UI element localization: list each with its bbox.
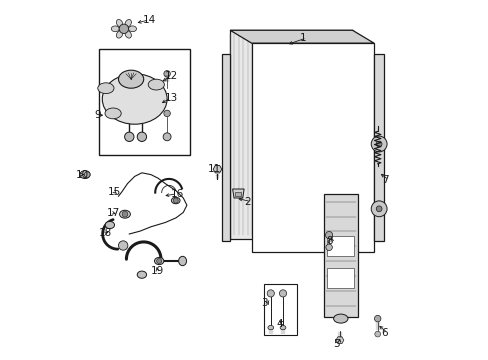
- Bar: [264, 284, 296, 335]
- Ellipse shape: [105, 108, 121, 119]
- Circle shape: [375, 141, 381, 147]
- Ellipse shape: [80, 171, 90, 179]
- Text: 8: 8: [325, 236, 332, 246]
- Text: 16: 16: [170, 189, 183, 199]
- Circle shape: [325, 231, 332, 239]
- Polygon shape: [335, 337, 343, 344]
- Circle shape: [325, 244, 332, 251]
- Circle shape: [375, 206, 381, 212]
- Text: 17: 17: [107, 208, 120, 218]
- Circle shape: [370, 136, 386, 152]
- Bar: [326, 236, 354, 256]
- Circle shape: [163, 133, 171, 141]
- Circle shape: [266, 290, 274, 297]
- Ellipse shape: [125, 31, 131, 38]
- Text: 9: 9: [94, 110, 101, 120]
- Ellipse shape: [116, 19, 122, 27]
- Text: 3: 3: [261, 298, 267, 308]
- Text: 19: 19: [151, 266, 164, 276]
- Text: 12: 12: [164, 71, 178, 81]
- Text: 10: 10: [76, 170, 89, 180]
- Text: 11: 11: [207, 164, 220, 174]
- Text: 15: 15: [107, 186, 121, 197]
- Circle shape: [370, 201, 386, 217]
- Text: 1: 1: [300, 33, 306, 43]
- Bar: [323, 194, 357, 317]
- Bar: [99, 49, 190, 155]
- Circle shape: [124, 132, 134, 141]
- Circle shape: [122, 211, 127, 217]
- Ellipse shape: [102, 74, 167, 124]
- Text: 4: 4: [276, 319, 283, 329]
- Polygon shape: [230, 30, 373, 43]
- Ellipse shape: [280, 325, 285, 330]
- Text: 6: 6: [381, 328, 387, 338]
- Text: 18: 18: [99, 228, 112, 238]
- Ellipse shape: [178, 256, 186, 266]
- Polygon shape: [251, 43, 373, 252]
- Circle shape: [84, 172, 90, 177]
- Ellipse shape: [125, 19, 131, 27]
- Ellipse shape: [148, 79, 164, 90]
- Polygon shape: [230, 30, 352, 239]
- Ellipse shape: [118, 70, 143, 88]
- Polygon shape: [232, 189, 244, 198]
- Ellipse shape: [128, 26, 136, 32]
- Circle shape: [163, 71, 170, 77]
- Ellipse shape: [154, 257, 163, 265]
- Text: 2: 2: [244, 197, 251, 207]
- Bar: [326, 268, 354, 288]
- Circle shape: [163, 110, 170, 117]
- Ellipse shape: [98, 83, 114, 94]
- Circle shape: [374, 331, 380, 337]
- Ellipse shape: [333, 314, 347, 323]
- Bar: [235, 192, 241, 196]
- Ellipse shape: [171, 197, 180, 204]
- Text: 7: 7: [382, 175, 388, 185]
- Text: 14: 14: [142, 15, 156, 25]
- Text: 13: 13: [164, 93, 178, 103]
- Bar: [373, 54, 384, 241]
- Circle shape: [173, 198, 178, 203]
- Polygon shape: [213, 166, 222, 173]
- Ellipse shape: [137, 271, 146, 278]
- Circle shape: [279, 290, 286, 297]
- Ellipse shape: [116, 31, 122, 38]
- Ellipse shape: [120, 210, 130, 218]
- Circle shape: [119, 24, 128, 33]
- Circle shape: [137, 132, 146, 141]
- Ellipse shape: [111, 26, 119, 32]
- Text: 5: 5: [332, 339, 339, 349]
- Circle shape: [118, 241, 127, 250]
- Bar: [222, 54, 230, 241]
- Circle shape: [374, 315, 380, 322]
- Circle shape: [156, 258, 162, 264]
- Ellipse shape: [267, 325, 273, 330]
- Ellipse shape: [105, 221, 114, 229]
